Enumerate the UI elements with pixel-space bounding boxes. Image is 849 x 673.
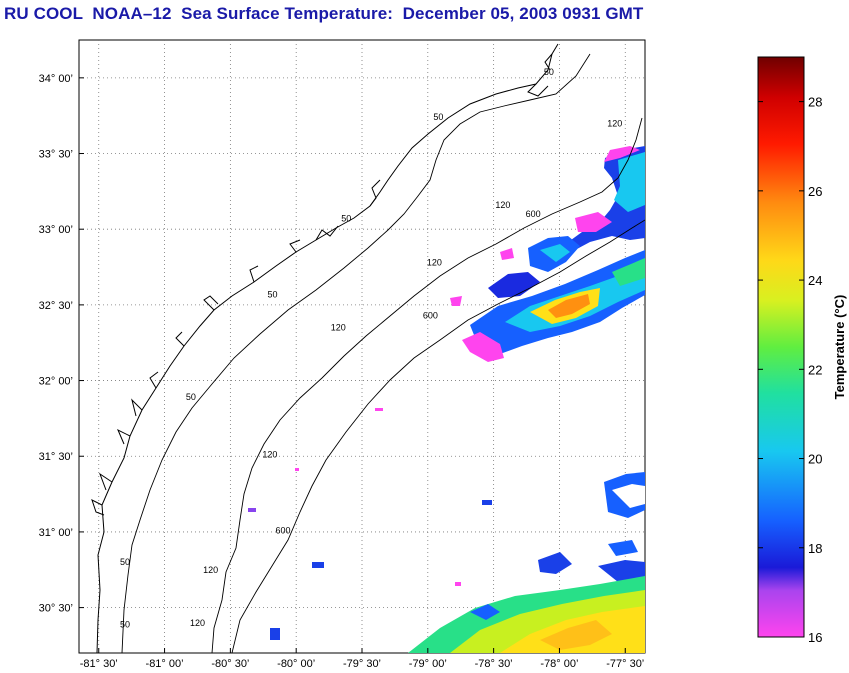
depth-contours	[121, 53, 645, 653]
contour-label: 50	[341, 214, 351, 224]
latitude-tick-labels: 34° 00’ 33° 30’ 33° 00’ 32° 30’ 32° 00’ 31° 3…	[39, 73, 84, 615]
contour-label: 600	[276, 525, 291, 535]
colorbar-tick-label: 22	[808, 362, 822, 377]
map-frame	[78, 39, 646, 654]
colorbar-title: Temperature (°C)	[832, 295, 847, 400]
contour-label: 50	[120, 557, 130, 567]
contour-label: 50	[433, 112, 443, 122]
sst-patch	[598, 560, 645, 584]
sst-patch	[462, 332, 504, 362]
lat-tick-label: 32° 30’	[39, 300, 73, 312]
sst-patch	[450, 296, 462, 306]
contour-600m	[231, 219, 645, 653]
coastline	[91, 43, 559, 653]
contour-label: 120	[427, 258, 442, 268]
colorbar-tick-label: 26	[808, 184, 822, 199]
lon-tick-label: -79° 00’	[409, 658, 447, 670]
lat-tick-label: 32° 00’	[39, 376, 73, 388]
sst-data-layer	[248, 146, 645, 653]
contour-120m	[211, 117, 643, 653]
sst-speck	[312, 562, 324, 568]
sst-speck	[270, 628, 280, 640]
sst-patch	[540, 620, 612, 650]
contour-label: 50	[186, 392, 196, 402]
sst-speck	[248, 508, 256, 512]
sst-patch	[488, 272, 540, 298]
colorbar	[757, 56, 805, 638]
sst-patch	[612, 258, 645, 286]
lon-tick-label: -80° 30’	[211, 658, 249, 670]
colorbar-tick-label: 28	[808, 95, 822, 110]
contour-label: 120	[190, 618, 205, 628]
sst-patch	[575, 212, 612, 232]
colorbar-tick-label: 18	[808, 541, 822, 556]
contour-labels: 50 50 120 120 600 50 120 600 50 120 50 120 600 120 50 1…	[120, 67, 622, 629]
lat-tick-label: 30° 30’	[39, 603, 73, 615]
colorbar-tick-label: 16	[808, 630, 822, 645]
sst-speck	[295, 468, 299, 471]
sst-speck	[375, 408, 383, 411]
colorbar-tick-label: 24	[808, 273, 822, 288]
contour-50m	[121, 53, 591, 653]
sst-patch	[608, 540, 638, 556]
contour-label: 120	[495, 200, 510, 210]
contour-label: 120	[331, 323, 346, 333]
colorbar-tick-label: 20	[808, 452, 822, 467]
sst-speck	[482, 500, 492, 505]
lon-tick-label: -79° 30’	[343, 658, 381, 670]
sst-patch	[470, 604, 500, 620]
lat-tick-label: 33° 30’	[39, 149, 73, 161]
contour-label: 600	[423, 310, 438, 320]
map-title: RU COOL NOAA–12 Sea Surface Temperature:…	[4, 4, 644, 23]
sst-patch	[538, 552, 572, 574]
sst-patch	[500, 248, 514, 260]
sst-patch	[604, 146, 640, 162]
lat-tick-label: 33° 00’	[39, 224, 73, 236]
lat-tick-label: 31° 30’	[39, 451, 73, 463]
lon-tick-label: -78° 00’	[540, 658, 578, 670]
sst-patch	[548, 294, 590, 318]
contour-label: 600	[526, 209, 541, 219]
lon-tick-label: -77° 30’	[606, 658, 644, 670]
lon-tick-label: -81° 00’	[146, 658, 184, 670]
contour-label: 120	[607, 118, 622, 128]
colorbar-ticks: 16 18 20 22 24 26 28	[758, 95, 822, 645]
contour-label: 120	[203, 565, 218, 575]
lon-tick-label: -78° 30’	[475, 658, 513, 670]
lon-tick-label: -81° 30’	[80, 658, 118, 670]
contour-label: 50	[267, 289, 277, 299]
contour-label: 120	[262, 450, 277, 460]
lon-tick-label: -80° 00’	[277, 658, 315, 670]
longitude-tick-labels: -81° 30’ -81° 00’ -80° 30’ -80° 00’ -79° 30’…	[80, 648, 644, 670]
sst-speck	[455, 582, 461, 586]
sst-patch	[612, 484, 645, 508]
contour-label: 50	[120, 619, 130, 629]
lat-tick-label: 31° 00’	[39, 527, 73, 539]
contour-label: 50	[544, 67, 554, 77]
sst-patch	[540, 244, 570, 262]
lat-tick-label: 34° 00’	[39, 73, 73, 85]
sst-patch	[614, 152, 645, 212]
